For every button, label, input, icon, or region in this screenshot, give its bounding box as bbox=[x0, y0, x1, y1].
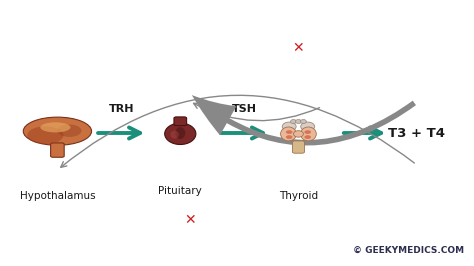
Ellipse shape bbox=[293, 131, 303, 137]
Text: Hypothalamus: Hypothalamus bbox=[19, 191, 95, 201]
Text: ✕: ✕ bbox=[292, 41, 304, 55]
Circle shape bbox=[304, 130, 311, 134]
Text: ✕: ✕ bbox=[184, 213, 196, 227]
Ellipse shape bbox=[170, 131, 179, 139]
Text: TSH: TSH bbox=[232, 104, 256, 114]
Text: T3 + T4: T3 + T4 bbox=[388, 127, 445, 139]
Ellipse shape bbox=[23, 117, 91, 145]
Ellipse shape bbox=[295, 119, 301, 123]
FancyBboxPatch shape bbox=[292, 141, 304, 153]
Ellipse shape bbox=[40, 122, 71, 132]
Ellipse shape bbox=[57, 124, 82, 137]
FancyArrowPatch shape bbox=[193, 103, 319, 121]
Ellipse shape bbox=[301, 119, 306, 123]
Ellipse shape bbox=[164, 123, 196, 144]
Circle shape bbox=[304, 135, 311, 139]
Ellipse shape bbox=[291, 119, 296, 123]
FancyBboxPatch shape bbox=[174, 117, 187, 126]
Ellipse shape bbox=[282, 122, 296, 131]
Ellipse shape bbox=[27, 126, 64, 144]
FancyBboxPatch shape bbox=[51, 143, 64, 157]
FancyArrowPatch shape bbox=[192, 95, 416, 146]
Text: © GEEKYMEDICS.COM: © GEEKYMEDICS.COM bbox=[353, 246, 464, 255]
Circle shape bbox=[286, 130, 292, 134]
Ellipse shape bbox=[281, 127, 296, 141]
Ellipse shape bbox=[301, 122, 315, 131]
Text: Thyroid: Thyroid bbox=[279, 191, 318, 201]
Ellipse shape bbox=[175, 127, 185, 139]
Text: TRH: TRH bbox=[109, 104, 134, 114]
FancyArrowPatch shape bbox=[61, 95, 414, 167]
Circle shape bbox=[286, 135, 292, 139]
Ellipse shape bbox=[301, 127, 316, 141]
Text: Pituitary: Pituitary bbox=[158, 186, 202, 196]
